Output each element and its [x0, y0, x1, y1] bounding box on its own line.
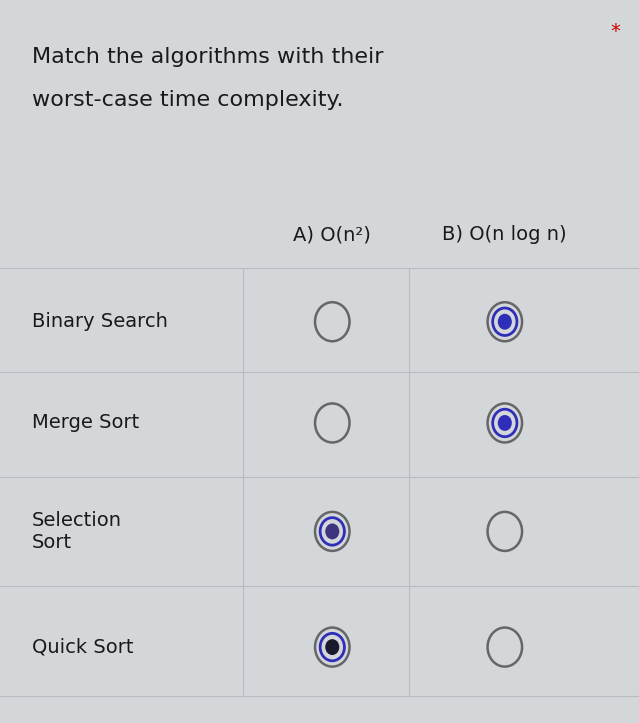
Circle shape — [498, 415, 512, 431]
Circle shape — [325, 523, 339, 539]
Text: A) O(n²): A) O(n²) — [293, 226, 371, 244]
Text: Selection
Sort: Selection Sort — [32, 511, 122, 552]
Text: Binary Search: Binary Search — [32, 312, 168, 331]
Text: Quick Sort: Quick Sort — [32, 638, 134, 656]
Text: Match the algorithms with their: Match the algorithms with their — [32, 47, 383, 67]
Text: B) O(n log n): B) O(n log n) — [442, 226, 567, 244]
Text: Merge Sort: Merge Sort — [32, 414, 139, 432]
Circle shape — [498, 314, 512, 330]
Text: *: * — [610, 22, 620, 40]
Circle shape — [325, 639, 339, 655]
Text: worst-case time complexity.: worst-case time complexity. — [32, 90, 343, 111]
